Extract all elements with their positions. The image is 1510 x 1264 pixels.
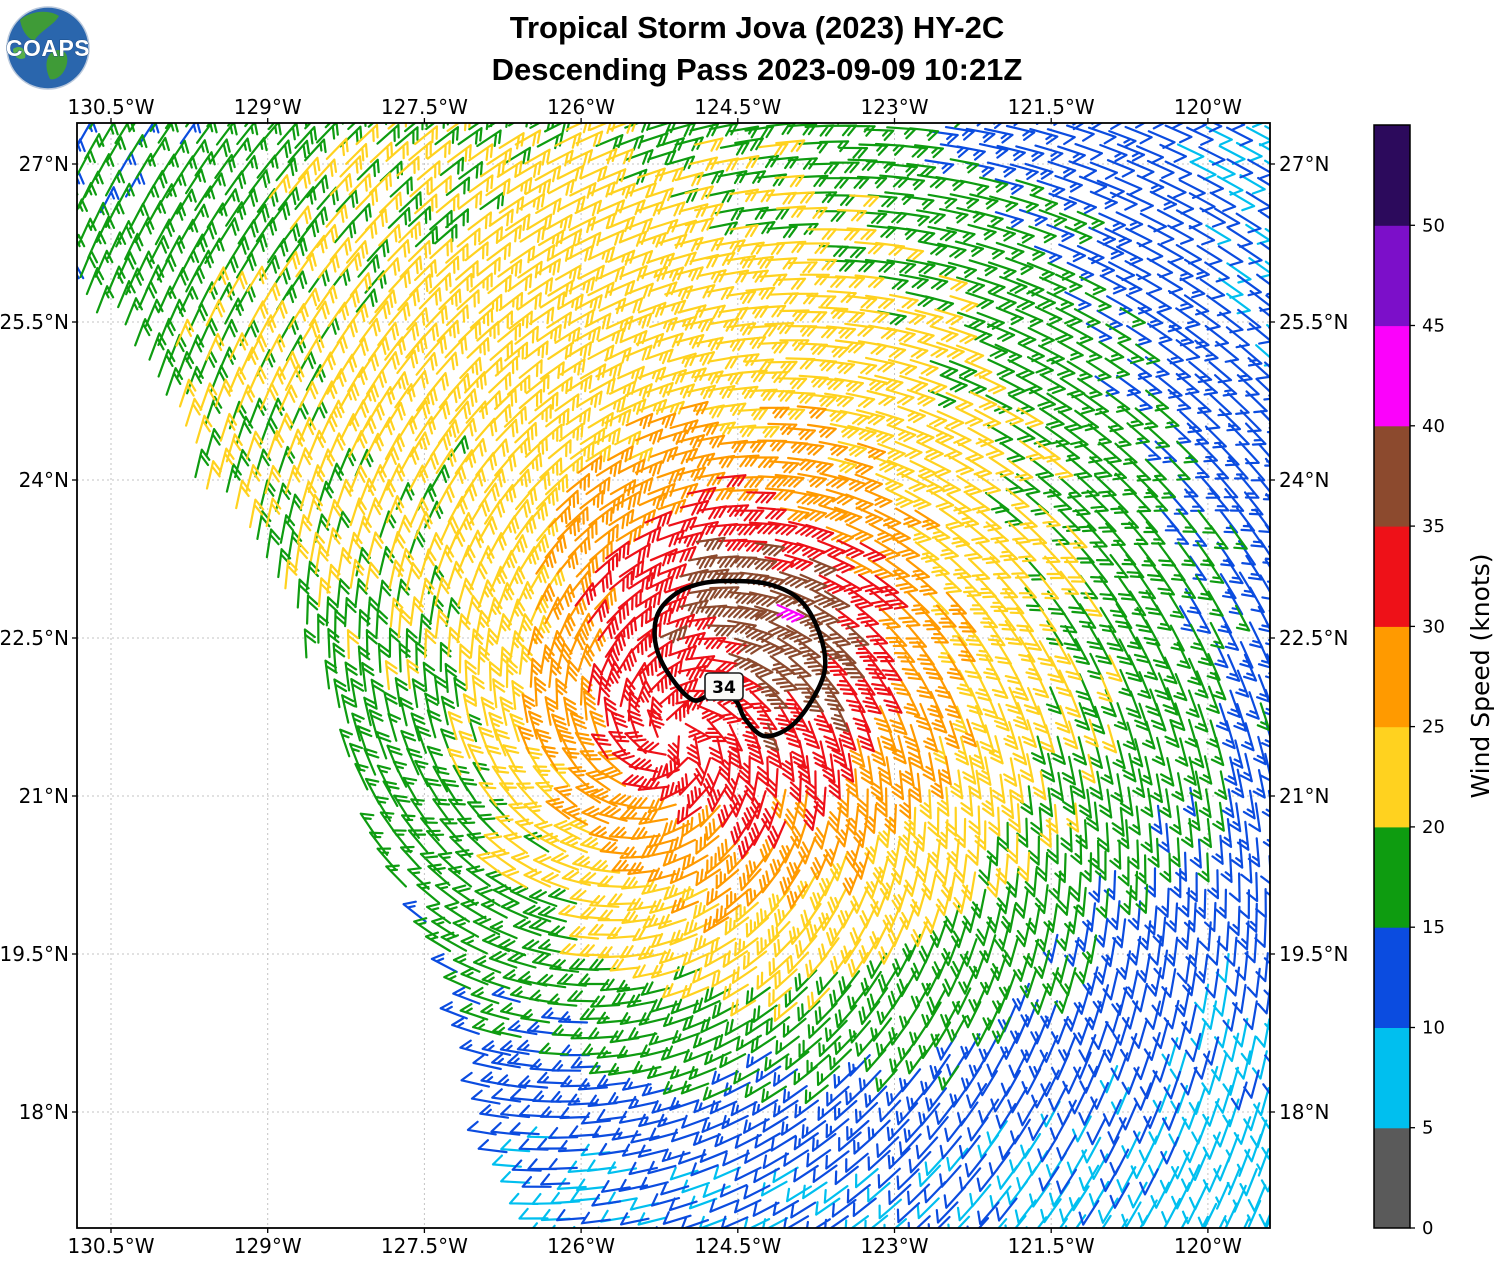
y-tick-label-left: 25.5°N [0, 310, 69, 334]
axes-frame: 130.5°W 130.5°W 129°W 129°W 127.5°W 127.5°W 12… [0, 95, 1349, 1258]
wind-barb-field [77, 123, 1270, 1228]
colorbar-band-40 [1374, 325, 1410, 427]
x-tick-label-top: 130.5°W [67, 95, 154, 119]
gale-radius-contour: 34 [652, 578, 828, 739]
colorbar-tick-label: 0 [1422, 1218, 1433, 1239]
y-tick-label-left: 24°N [19, 468, 69, 492]
contour-label-box [704, 672, 744, 701]
y-tick-label-left: 27°N [19, 152, 69, 176]
x-tick-label-bottom: 123°W [861, 1234, 929, 1258]
colorbar-tick-label: 25 [1422, 717, 1445, 738]
x-tick-label-top: 126°W [547, 95, 615, 119]
x-tick-label-top: 127.5°W [381, 95, 468, 119]
colorbar-tick-label: 15 [1422, 917, 1445, 938]
colorbar: 0 5 10 15 20 25 30 35 40 45 50 [1373, 124, 1445, 1239]
figure-subtitle: Descending Pass 2023-09-09 10:21Z [492, 52, 1023, 87]
colorbar-band-30 [1374, 526, 1410, 627]
logo-landmass-south [46, 50, 68, 80]
x-tick-label-top: 121.5°W [1008, 95, 1095, 119]
colorbar-band-25 [1374, 626, 1410, 728]
y-tick-label-right: 22.5°N [1279, 626, 1349, 650]
logo-landmass-west [13, 47, 26, 59]
logo-landmass-north [20, 11, 59, 41]
x-tick-label-top: 124.5°W [694, 95, 781, 119]
y-tick-label-left: 22.5°N [0, 626, 69, 650]
figure-title: Tropical Storm Jova (2023) HY-2C [510, 10, 1004, 45]
colorbar-tick-label: 5 [1422, 1118, 1433, 1139]
colorbar-tick-label: 50 [1422, 215, 1445, 236]
colorbar-tick-label: 30 [1422, 616, 1445, 637]
x-tick-label-top: 129°W [234, 95, 302, 119]
y-tick-label-left: 19.5°N [0, 942, 69, 966]
colorbar-border [1373, 124, 1411, 1229]
barb-speed-layer-35 [659, 536, 870, 751]
x-tick-label-bottom: 121.5°W [1008, 1234, 1095, 1258]
colorbar-band-5 [1374, 1027, 1410, 1129]
barb-speed-layer-10 [77, 123, 1270, 1228]
colorbar-band-20 [1374, 726, 1410, 828]
barb-speed-layer-40 [776, 603, 805, 623]
x-tick-label-bottom: 127.5°W [381, 1234, 468, 1258]
plot-border [76, 122, 1271, 1229]
colorbar-tick-label: 20 [1422, 817, 1445, 838]
logo-text: COAPS [6, 35, 90, 61]
x-tick-label-bottom: 126°W [547, 1234, 615, 1258]
colorbar-band-45 [1374, 225, 1410, 327]
colorbar-tick-label: 40 [1422, 416, 1445, 437]
colorbar-band-35 [1374, 425, 1410, 527]
colorbar-tick-label: 10 [1422, 1018, 1445, 1039]
y-tick-label-right: 19.5°N [1279, 942, 1349, 966]
y-tick-label-right: 21°N [1279, 784, 1329, 808]
x-tick-label-bottom: 130.5°W [67, 1234, 154, 1258]
colorbar-tick-label: 45 [1422, 316, 1445, 337]
y-tick-label-right: 24°N [1279, 468, 1329, 492]
barb-speed-layer-20 [175, 123, 1123, 1022]
y-tick-label-left: 18°N [19, 1100, 69, 1124]
y-tick-label-right: 25.5°N [1279, 310, 1349, 334]
barb-speed-layer-30 [574, 474, 909, 860]
x-tick-label-top: 123°W [861, 95, 929, 119]
y-tick-label-right: 27°N [1279, 152, 1329, 176]
barb-speed-layer-15 [77, 123, 1270, 1105]
colorbar-tick-label: 35 [1422, 516, 1445, 537]
colorbar-band-50 [1374, 125, 1410, 226]
coaps-logo: COAPS [5, 6, 90, 90]
colorbar-axis-label: Wind Speed (knots) [1466, 553, 1495, 798]
x-tick-label-bottom: 120°W [1174, 1234, 1242, 1258]
y-tick-label-left: 21°N [19, 784, 69, 808]
contour-label: 34 [712, 678, 736, 698]
barb-speed-layer-25 [517, 400, 977, 934]
x-tick-label-bottom: 124.5°W [694, 1234, 781, 1258]
colorbar-band-0 [1374, 1127, 1410, 1229]
contour-34kt-line [652, 578, 828, 739]
y-tick-label-right: 18°N [1279, 1100, 1329, 1124]
x-tick-label-top: 120°W [1174, 95, 1242, 119]
x-tick-label-bottom: 129°W [234, 1234, 302, 1258]
colorbar-band-10 [1374, 927, 1410, 1028]
colorbar-band-15 [1374, 826, 1410, 928]
